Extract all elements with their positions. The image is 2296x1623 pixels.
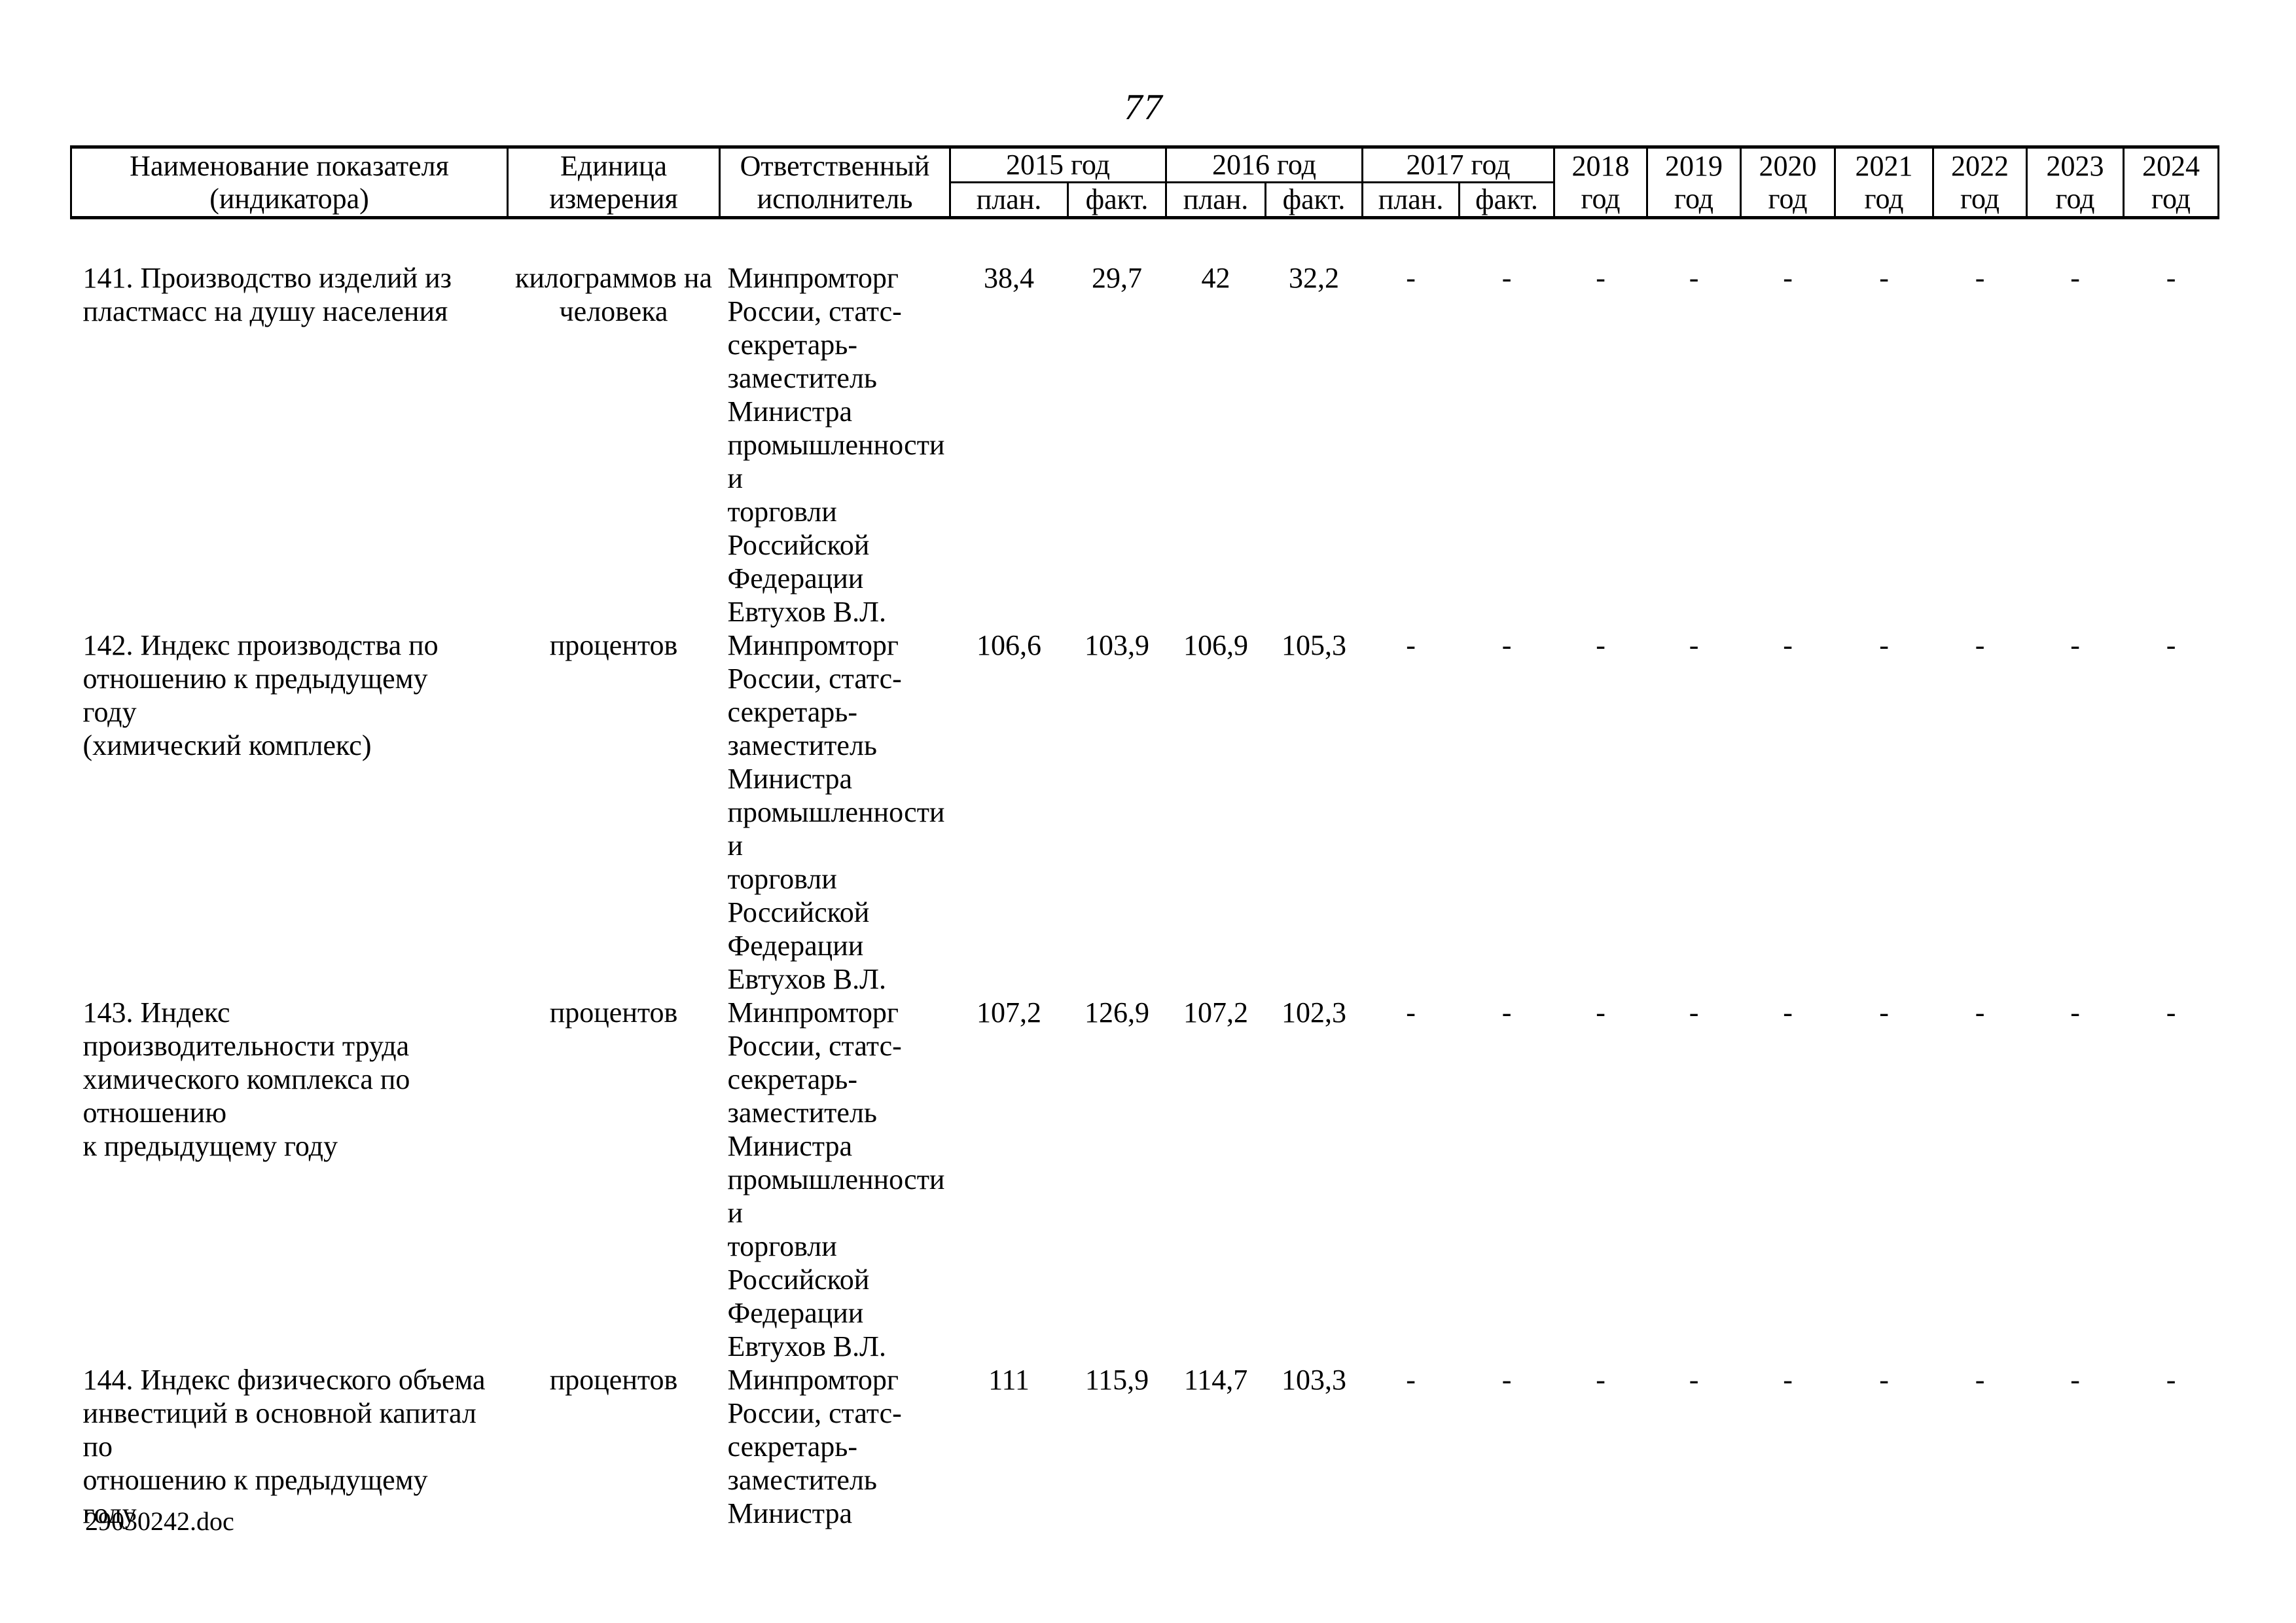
unit-cell: процентов bbox=[549, 1364, 678, 1396]
header-2016-plan: план. bbox=[1165, 181, 1267, 219]
indicator-cell: 142. Индекс производства по отношению к … bbox=[82, 629, 439, 761]
executor-cell: Минпромторг России, статс- секретарь- за… bbox=[727, 1364, 902, 1529]
header-year-2016: 2016 год bbox=[1165, 146, 1364, 183]
header-2016-fact: факт. bbox=[1265, 181, 1364, 219]
header-year-2019: 2019 год bbox=[1646, 146, 1742, 219]
unit-cell: килограммов на человека bbox=[515, 262, 712, 327]
value-2023: - bbox=[2070, 1364, 2080, 1396]
indicator-cell: 143. Индекс производительности труда хим… bbox=[82, 996, 410, 1162]
value-2024: - bbox=[2166, 996, 2176, 1029]
header-year-2024: 2024 год bbox=[2123, 146, 2220, 219]
value-2019: - bbox=[1689, 629, 1699, 661]
header-indicator: Наименование показателя (индикатора) bbox=[70, 146, 509, 219]
value-2022: - bbox=[1975, 629, 1985, 661]
executor-cell: Минпромторг России, статс- секретарь- за… bbox=[727, 996, 945, 1362]
value-2021: - bbox=[1879, 629, 1889, 661]
value-2020: - bbox=[1783, 262, 1793, 294]
value-2020: - bbox=[1783, 1364, 1793, 1396]
value-2017-fact: - bbox=[1501, 1364, 1512, 1396]
value-2019: - bbox=[1689, 1364, 1699, 1396]
value-2023: - bbox=[2070, 996, 2080, 1029]
table-header: Наименование показателя (индикатора) Еди… bbox=[70, 146, 2220, 219]
header-year-2023: 2023 год bbox=[2026, 146, 2125, 219]
value-2016-plan: 42 bbox=[1201, 262, 1230, 294]
value-2018: - bbox=[1596, 262, 1605, 294]
table-row: 143. Индекс производительности труда хим… bbox=[71, 996, 2219, 1363]
executor-cell: Минпромторг России, статс- секретарь- за… bbox=[727, 629, 945, 995]
table-row: 142. Индекс производства по отношению к … bbox=[71, 629, 2219, 996]
value-2022: - bbox=[1975, 262, 1985, 294]
value-2022: - bbox=[1975, 1364, 1985, 1396]
value-2018: - bbox=[1596, 1364, 1605, 1396]
value-2016-fact: 105,3 bbox=[1282, 629, 1347, 661]
value-2020: - bbox=[1783, 996, 1793, 1029]
value-2017-fact: - bbox=[1501, 629, 1512, 661]
header-2015-fact: факт. bbox=[1066, 181, 1168, 219]
table-row: 144. Индекс физического объема инвестици… bbox=[71, 1363, 2219, 1530]
indicator-cell: 141. Производство изделий из пластмасс н… bbox=[82, 262, 452, 327]
value-2021: - bbox=[1879, 996, 1889, 1029]
value-2024: - bbox=[2166, 1364, 2176, 1396]
document-filename: 29030242.doc bbox=[85, 1506, 234, 1536]
header-2017-plan: план. bbox=[1361, 181, 1461, 219]
value-2015-fact: 126,9 bbox=[1085, 996, 1149, 1029]
header-executor: Ответственный исполнитель bbox=[719, 146, 951, 219]
header-2015-plan: план. bbox=[949, 181, 1069, 219]
value-2015-plan: 38,4 bbox=[984, 262, 1034, 294]
executor-cell: Минпромторг России, статс- секретарь- за… bbox=[727, 262, 945, 628]
value-2017-fact: - bbox=[1501, 262, 1512, 294]
value-2015-fact: 103,9 bbox=[1085, 629, 1149, 661]
value-2016-fact: 102,3 bbox=[1282, 996, 1347, 1029]
table-row: 141. Производство изделий из пластмасс н… bbox=[71, 218, 2219, 629]
value-2023: - bbox=[2070, 629, 2080, 661]
indicator-cell: 144. Индекс физического объема инвестици… bbox=[82, 1364, 486, 1529]
value-2022: - bbox=[1975, 996, 1985, 1029]
value-2016-fact: 32,2 bbox=[1289, 262, 1340, 294]
header-year-2017: 2017 год bbox=[1361, 146, 1556, 183]
unit-cell: процентов bbox=[549, 996, 678, 1029]
header-year-2021: 2021 год bbox=[1834, 146, 1935, 219]
value-2018: - bbox=[1596, 996, 1605, 1029]
value-2019: - bbox=[1689, 996, 1699, 1029]
value-2016-plan: 106,9 bbox=[1183, 629, 1249, 661]
page-number: 77 bbox=[1124, 87, 1164, 128]
header-2017-fact: факт. bbox=[1458, 181, 1556, 219]
header-year-2015: 2015 год bbox=[948, 146, 1168, 183]
value-2021: - bbox=[1879, 1364, 1889, 1396]
value-2015-fact: 29,7 bbox=[1092, 262, 1142, 294]
value-2016-fact: 103,3 bbox=[1282, 1364, 1347, 1396]
value-2016-plan: 114,7 bbox=[1183, 1364, 1248, 1396]
value-2016-plan: 107,2 bbox=[1183, 996, 1249, 1029]
value-2017-plan: - bbox=[1406, 1364, 1416, 1396]
value-2015-plan: 111 bbox=[988, 1364, 1030, 1396]
value-2021: - bbox=[1879, 262, 1889, 294]
value-2017-fact: - bbox=[1501, 996, 1512, 1029]
header-year-2018: 2018 год bbox=[1553, 146, 1649, 219]
value-2019: - bbox=[1689, 262, 1699, 294]
value-2017-plan: - bbox=[1406, 629, 1416, 661]
header-unit: Единица измерения bbox=[507, 146, 721, 219]
value-2018: - bbox=[1596, 629, 1605, 661]
indicators-table: Наименование показателя (индикатора) Еди… bbox=[70, 145, 2220, 1530]
value-2020: - bbox=[1783, 629, 1793, 661]
value-2024: - bbox=[2166, 262, 2176, 294]
header-year-2020: 2020 год bbox=[1740, 146, 1837, 219]
value-2017-plan: - bbox=[1406, 996, 1416, 1029]
value-2015-fact: 115,9 bbox=[1085, 1364, 1149, 1396]
header-year-2022: 2022 год bbox=[1932, 146, 2028, 219]
value-2017-plan: - bbox=[1406, 262, 1416, 294]
value-2024: - bbox=[2166, 629, 2176, 661]
value-2015-plan: 107,2 bbox=[977, 996, 1041, 1029]
value-2023: - bbox=[2070, 262, 2080, 294]
value-2015-plan: 106,6 bbox=[977, 629, 1041, 661]
unit-cell: процентов bbox=[549, 629, 678, 661]
